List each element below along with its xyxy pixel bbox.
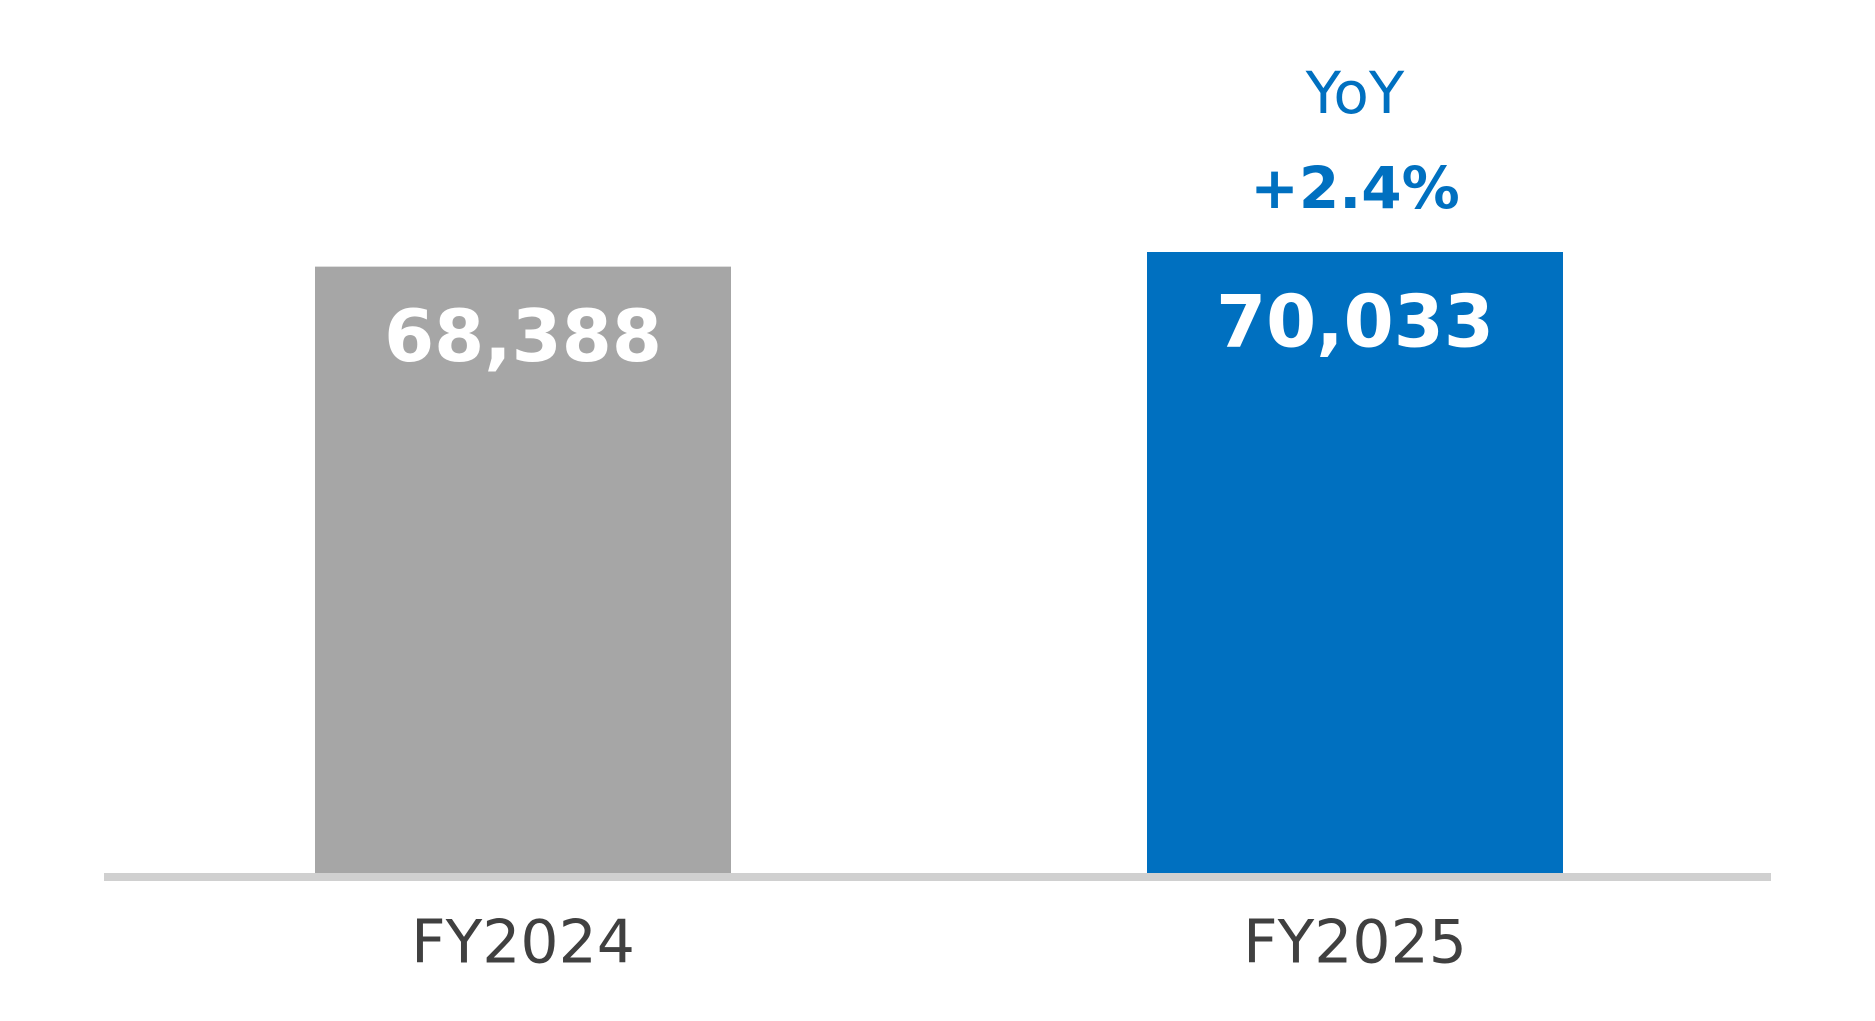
annotation: YoY <box>1305 59 1405 127</box>
bar <box>315 266 731 875</box>
x-tick-label: FY2024 <box>411 908 635 978</box>
value-label: 70,033 <box>1216 280 1494 364</box>
annotation: +2.4% <box>1250 154 1459 222</box>
bar <box>1147 252 1563 875</box>
value-label: 68,388 <box>384 294 662 378</box>
x-tick-label: FY2025 <box>1243 908 1467 978</box>
